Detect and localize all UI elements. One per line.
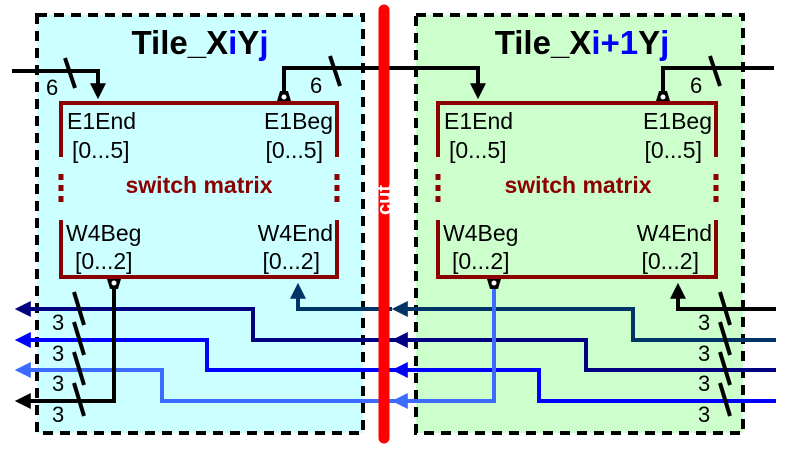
port-w4end: W4End [258, 220, 333, 246]
port-w4beg-range: [0...2] [452, 248, 510, 274]
port-w4end-range: [0...2] [641, 248, 699, 274]
port-e1beg: E1Beg [643, 108, 712, 134]
port-w4beg-range: [0...2] [75, 248, 133, 274]
bus-slash [72, 291, 86, 417]
port-e1beg-range: [0...5] [265, 137, 323, 163]
port-e1beg-range: [0...5] [644, 137, 702, 163]
e1-wires [12, 55, 774, 100]
w4-wire [391, 289, 496, 409]
bus-width-label: 3 [52, 310, 64, 335]
e1-input-left [12, 69, 106, 100]
bus-width-label: 3 [698, 371, 710, 396]
switch-matrix-right [435, 101, 719, 279]
output-port-icon [107, 91, 670, 289]
w4-wire [391, 362, 776, 403]
w4-wire [290, 282, 392, 311]
port-w4beg: W4Beg [66, 220, 141, 246]
bus-width-label: 3 [698, 402, 710, 427]
w4-wire [14, 301, 400, 342]
port-e1end-range: [0...5] [72, 137, 130, 163]
w4-wire [14, 362, 400, 403]
bus-width-label: 6 [690, 73, 702, 98]
w4-wire [391, 301, 776, 342]
port-w4beg: W4Beg [443, 220, 518, 246]
cut-label: cut [374, 185, 396, 215]
bus-slash [718, 291, 732, 417]
bus-width-label: 3 [52, 341, 64, 366]
port-e1end: E1End [67, 108, 136, 134]
bus-width-label: 3 [52, 371, 64, 396]
port-w4end-range: [0...2] [262, 248, 320, 274]
switch-matrix-label: switch matrix [505, 172, 652, 198]
bus-slash [63, 55, 722, 89]
bus-width-label: 3 [52, 402, 64, 427]
switch-matrix-label: switch matrix [126, 172, 273, 198]
tile-left-title: Tile_XiYj [132, 24, 269, 61]
bus-width-label: 3 [698, 341, 710, 366]
port-w4end: W4End [637, 220, 712, 246]
e1-output-right [661, 66, 774, 96]
bus-width-label: 3 [698, 310, 710, 335]
w4-wire [670, 282, 776, 311]
port-e1end-range: [0...5] [449, 137, 507, 163]
w4-wires [14, 282, 776, 417]
tile-right-title: Tile_Xi+1Yj [495, 24, 670, 61]
bus-width-label: 6 [46, 75, 58, 100]
switch-matrix-left [58, 101, 340, 279]
port-e1end: E1End [444, 108, 513, 134]
port-e1beg: E1Beg [264, 108, 333, 134]
w4-wire [14, 289, 116, 409]
bus-width-label: 6 [310, 73, 322, 98]
